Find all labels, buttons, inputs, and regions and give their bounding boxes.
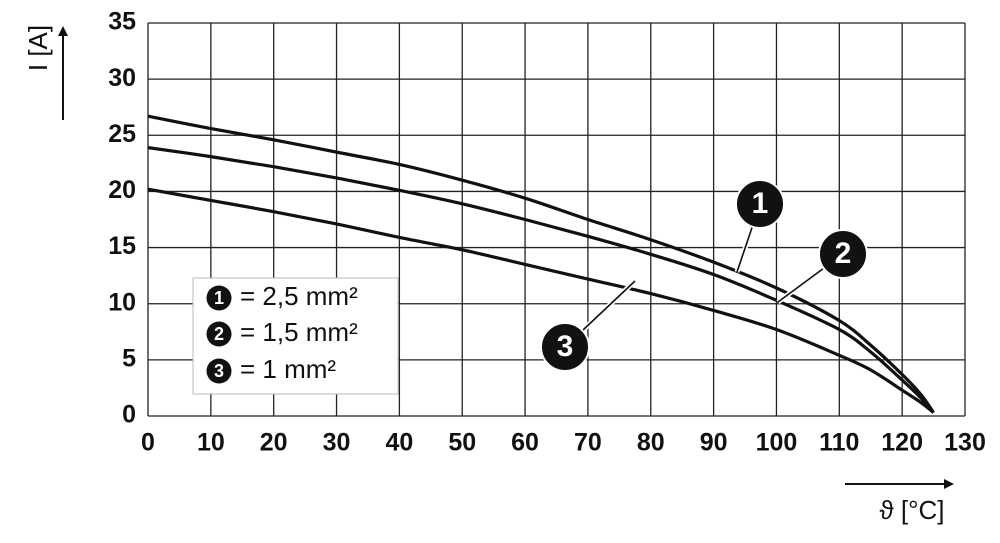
x-tick-label: 50 bbox=[448, 429, 476, 457]
x-tick-label: 70 bbox=[574, 429, 602, 457]
legend-label: = 2,5 mm² bbox=[240, 281, 358, 311]
y-tick-label: 25 bbox=[108, 120, 136, 148]
legend-label: = 1,5 mm² bbox=[240, 317, 358, 347]
callout-marker bbox=[540, 322, 590, 372]
x-tick-label: 20 bbox=[260, 429, 288, 457]
callout-marker bbox=[735, 179, 785, 229]
x-tick-label: 120 bbox=[881, 429, 923, 457]
y-tick-label: 10 bbox=[108, 288, 136, 316]
y-tick-label: 0 bbox=[122, 401, 136, 429]
x-tick-label: 60 bbox=[511, 429, 539, 457]
legend-marker bbox=[206, 285, 232, 311]
legend-marker-label: 1 bbox=[214, 288, 224, 308]
y-tick-label: 35 bbox=[108, 8, 136, 36]
x-tick-label: 40 bbox=[385, 429, 413, 457]
y-tick-label: 30 bbox=[108, 64, 136, 92]
y-tick-label: 5 bbox=[122, 344, 136, 372]
x-tick-label: 130 bbox=[944, 429, 986, 457]
x-axis-label: ϑ [°C] bbox=[879, 495, 944, 525]
callout-label: 3 bbox=[557, 330, 574, 363]
legend-marker-label: 2 bbox=[214, 324, 224, 344]
legend-label: = 1 mm² bbox=[240, 354, 336, 384]
x-tick-label: 100 bbox=[756, 429, 798, 457]
series-line bbox=[147, 187, 935, 414]
series-line bbox=[147, 146, 935, 414]
x-tick-label: 10 bbox=[197, 429, 225, 457]
callout-marker bbox=[818, 229, 868, 279]
callout-label: 2 bbox=[835, 237, 852, 270]
legend-marker bbox=[206, 321, 232, 347]
callout-label: 1 bbox=[752, 187, 769, 220]
y-tick-label: 15 bbox=[108, 232, 136, 260]
x-tick-label: 90 bbox=[700, 429, 728, 457]
y-axis-label: I [A] bbox=[23, 25, 53, 71]
legend-marker bbox=[206, 358, 232, 384]
x-tick-label: 30 bbox=[323, 429, 351, 457]
x-tick-label: 80 bbox=[637, 429, 665, 457]
y-tick-label: 20 bbox=[108, 176, 136, 204]
x-tick-label: 110 bbox=[819, 429, 859, 457]
series-line bbox=[147, 114, 935, 414]
legend-marker-label: 3 bbox=[214, 361, 224, 381]
x-tick-label: 0 bbox=[141, 429, 155, 457]
